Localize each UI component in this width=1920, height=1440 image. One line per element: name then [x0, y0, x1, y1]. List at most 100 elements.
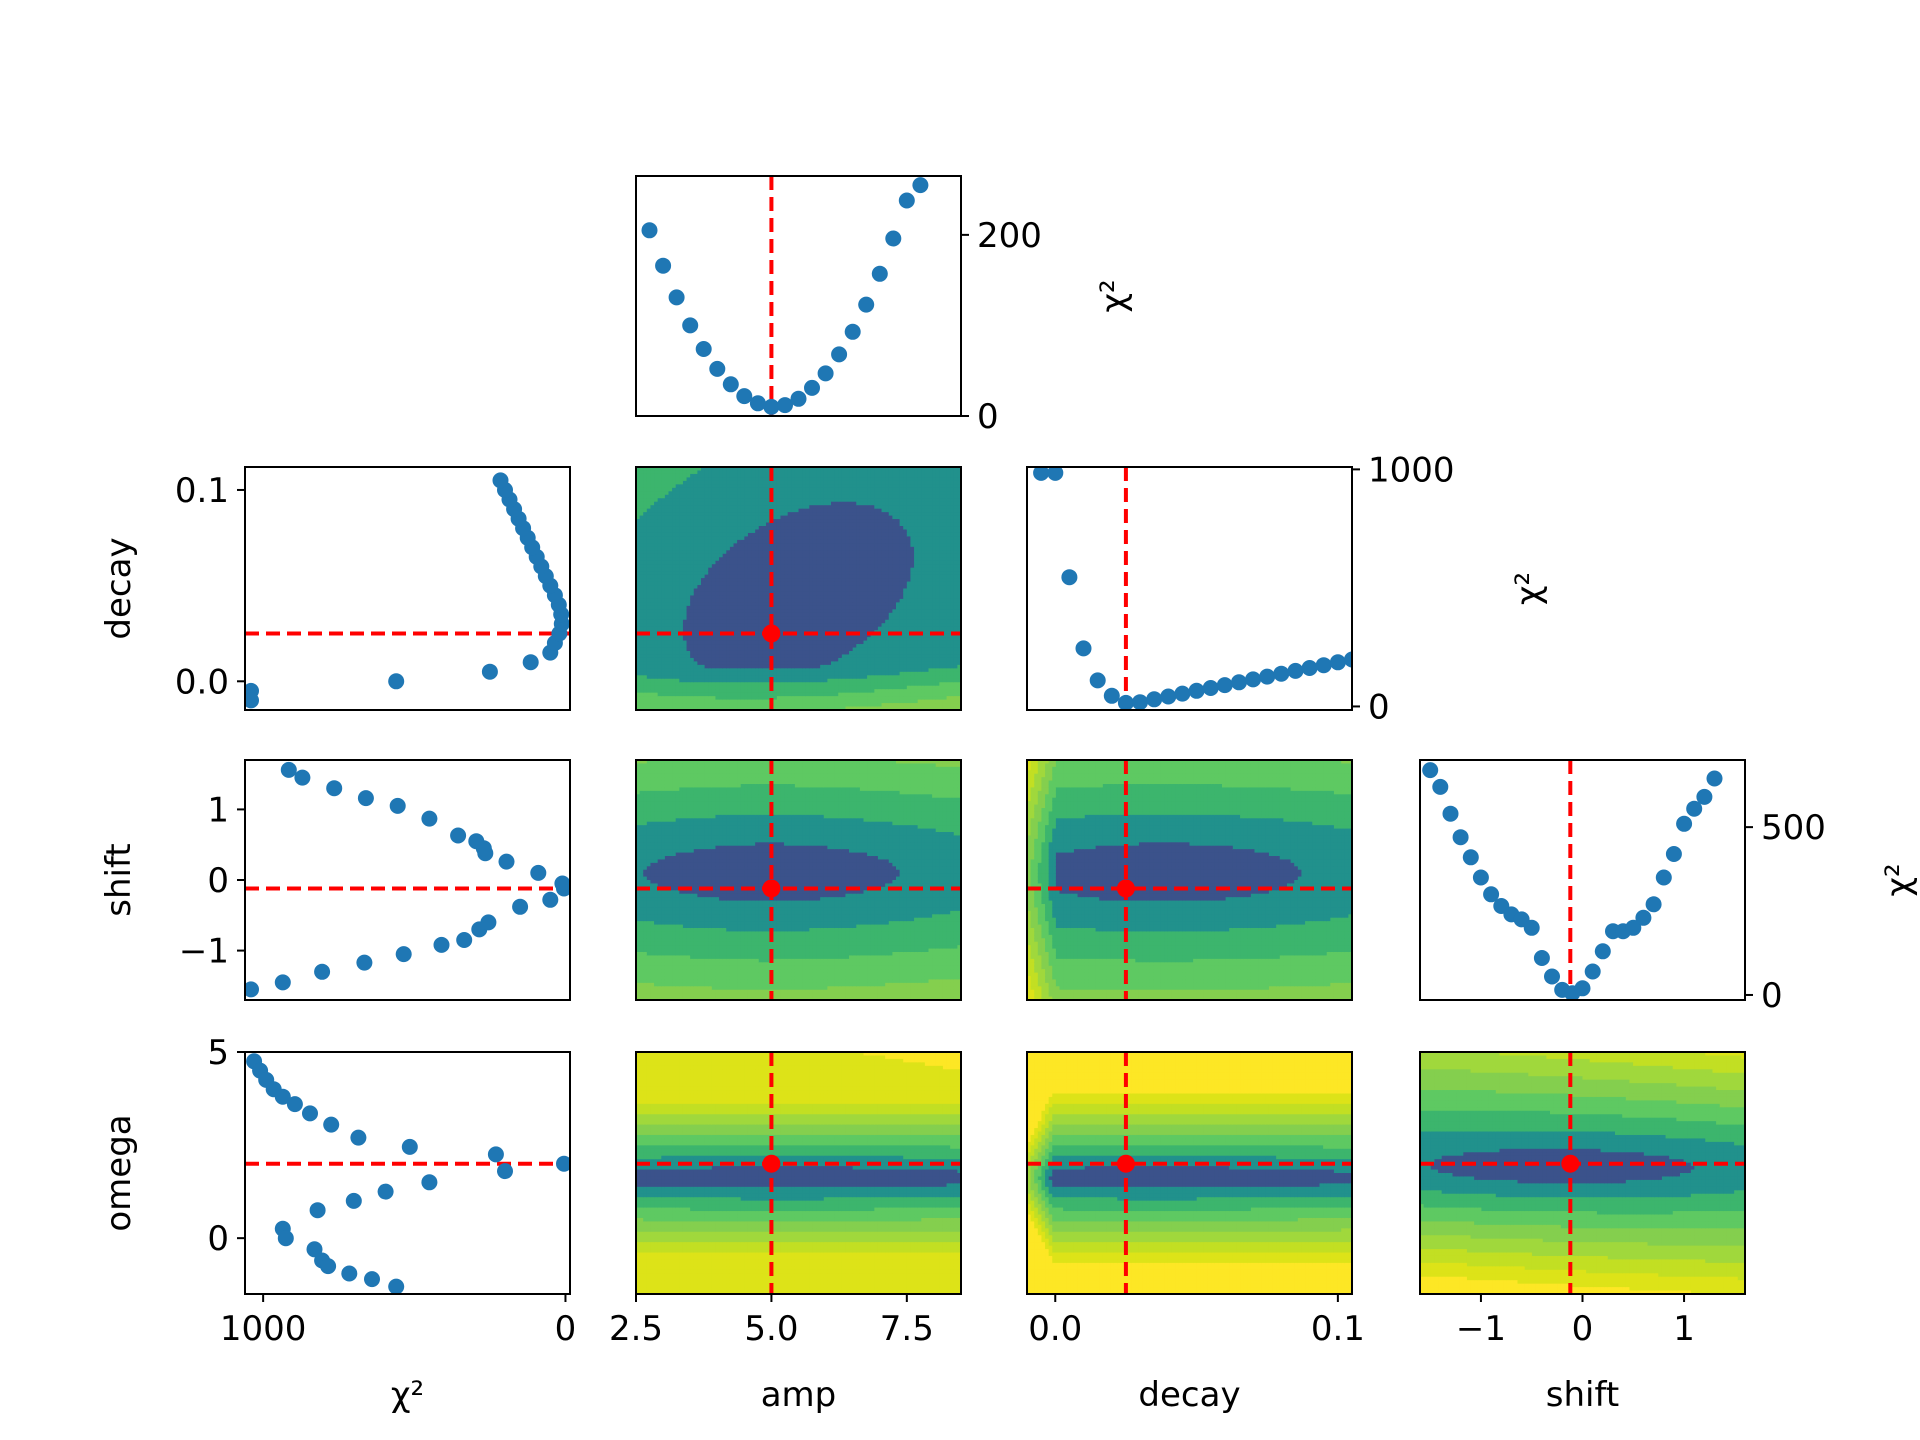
contour-cell [646, 477, 652, 482]
contour-cell [755, 560, 760, 565]
contour-cell [657, 501, 662, 506]
contour-cell [859, 473, 865, 479]
contour-cell [820, 491, 825, 496]
contour-cell [820, 595, 825, 600]
contour-cell [816, 480, 821, 485]
contour-cell [636, 588, 641, 593]
contour-cell [852, 480, 857, 485]
contour-cell [715, 699, 720, 704]
contour-cell [831, 650, 836, 656]
contour-cell [780, 591, 785, 597]
contour-cell [802, 574, 807, 579]
contour-cell [704, 484, 709, 489]
contour-cell [769, 668, 774, 673]
contour-cell [690, 491, 695, 496]
contour-cell [802, 647, 807, 652]
contour-cell [636, 612, 641, 617]
contour-cell [867, 657, 872, 662]
contour-cell [867, 696, 872, 701]
contour-cell [733, 692, 738, 697]
contour-cell [802, 703, 807, 708]
contour-cell [729, 588, 735, 593]
contour-cell [668, 498, 673, 503]
contour-cell [740, 696, 745, 701]
contour-cell [737, 637, 742, 642]
contour-cell [747, 644, 753, 649]
contour-cell [805, 501, 810, 506]
contour-cell [744, 668, 749, 673]
data-point [749, 395, 766, 412]
contour-cell [827, 664, 832, 669]
contour-cell [711, 467, 717, 472]
contour-cell [704, 654, 709, 659]
contour-cell [820, 505, 825, 510]
contour-cell [636, 657, 641, 662]
contour-cell [820, 484, 825, 489]
contour-cell [881, 703, 886, 708]
contour-cell [809, 703, 814, 708]
contour-cell [726, 585, 731, 590]
contour-cell [885, 470, 890, 475]
contour-cell [888, 515, 893, 520]
contour-cell [845, 633, 850, 638]
contour-cell [755, 605, 760, 610]
contour-cell [690, 557, 695, 562]
contour-cell [682, 675, 688, 680]
contour-cell [787, 616, 792, 621]
contour-cell [744, 678, 749, 683]
contour-cell [755, 692, 760, 697]
contour-cell [733, 522, 738, 527]
contour-cell [646, 650, 652, 656]
contour-cell [719, 546, 724, 551]
contour-cell [755, 487, 760, 492]
contour-cell [675, 626, 680, 631]
contour-cell [693, 647, 698, 652]
contour-cell [715, 619, 720, 624]
contour-cell [664, 519, 670, 524]
contour-cell [849, 467, 854, 472]
contour-cell [657, 526, 662, 531]
contour-cell [740, 529, 745, 534]
contour-cell [816, 623, 821, 628]
contour-cell [776, 612, 782, 617]
contour-cell [845, 591, 850, 597]
contour-cell [661, 585, 666, 590]
contour-cell [711, 668, 717, 673]
contour-cell [740, 591, 745, 597]
contour-cell [664, 668, 670, 673]
contour-cell [668, 532, 673, 538]
contour-cell [888, 564, 893, 569]
contour-cell [870, 654, 875, 659]
contour-cell [650, 473, 655, 479]
contour-cell [776, 571, 782, 576]
contour-cell [831, 557, 836, 562]
contour-cell [726, 703, 731, 708]
contour-cell [708, 477, 713, 482]
contour-cell [650, 543, 655, 548]
contour-cell [816, 512, 821, 517]
contour-cell [643, 671, 648, 676]
contour-cell [711, 657, 717, 662]
contour-cell [867, 501, 872, 506]
contour-cell [661, 668, 666, 673]
contour-cell [881, 546, 886, 551]
contour-cell [816, 675, 821, 680]
contour-cell [704, 598, 709, 603]
contour-cell [834, 567, 839, 572]
contour-cell [672, 640, 677, 645]
contour-cell [719, 637, 724, 642]
contour-cell [856, 612, 861, 617]
contour-cell [679, 574, 684, 579]
contour-cell [679, 699, 684, 704]
contour-cell [737, 630, 742, 635]
contour-cell [726, 515, 731, 520]
contour-cell [834, 675, 839, 680]
contour-cell [719, 654, 724, 659]
contour-cell [668, 515, 673, 520]
contour-cell [646, 647, 652, 652]
contour-cell [805, 706, 810, 710]
contour-cell [820, 550, 825, 555]
contour-cell [679, 501, 684, 506]
contour-cell [870, 595, 875, 600]
contour-cell [794, 539, 800, 544]
